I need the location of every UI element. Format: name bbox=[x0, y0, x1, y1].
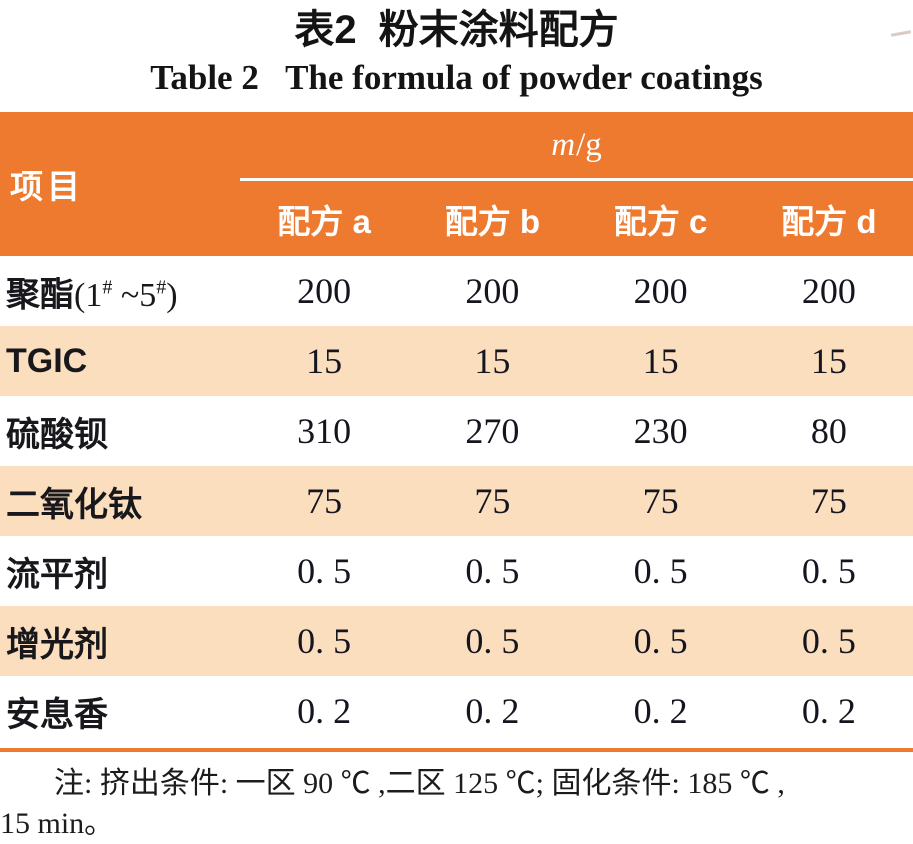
cell-value: 15 bbox=[810, 341, 847, 381]
column-header-c: 配方 c bbox=[613, 202, 708, 240]
row-label-tgic: TGIC bbox=[6, 341, 88, 380]
table-row-barium-sulfate: 硫酸钡 310 270 230 80 bbox=[0, 396, 913, 466]
row-label-brightener: 增光剂 bbox=[6, 625, 108, 664]
table-bottom-rule bbox=[0, 748, 913, 752]
cell-value: 0. 2 bbox=[465, 691, 520, 731]
table-row-leveling-agent: 流平剂 0. 5 0. 5 0. 5 0. 5 bbox=[0, 536, 913, 606]
cell-value: 310 bbox=[297, 411, 352, 451]
cell-value: 230 bbox=[633, 411, 688, 451]
cell-value: 0. 5 bbox=[297, 551, 352, 591]
row-label-paren: (1# ~5#) bbox=[74, 276, 178, 314]
table-title-en-text: The formula of powder coatings bbox=[285, 58, 763, 97]
header-item-cell: 项目 bbox=[10, 168, 84, 205]
row-label-benzoin: 安息香 bbox=[6, 695, 108, 734]
cell-value: 15 bbox=[642, 341, 679, 381]
cell-value: 0. 5 bbox=[465, 621, 520, 661]
cell-value: 0. 2 bbox=[801, 691, 856, 731]
cell-value: 0. 5 bbox=[801, 551, 856, 591]
table-row-brightener: 增光剂 0. 5 0. 5 0. 5 0. 5 bbox=[0, 606, 913, 676]
cell-value: 0. 5 bbox=[633, 551, 688, 591]
header-group-mg: m/g 配方 a 配方 b 配方 c 配方 d bbox=[240, 112, 913, 256]
table-header: 项目 m/g 配方 a 配方 b 配方 c 配方 d bbox=[0, 112, 913, 256]
cell-value: 270 bbox=[465, 411, 520, 451]
cell-value: 75 bbox=[642, 481, 679, 521]
cell-value: 75 bbox=[306, 481, 343, 521]
unit-symbol: m bbox=[551, 126, 576, 163]
header-divider-line bbox=[240, 178, 913, 181]
table-number-en: Table 2 bbox=[150, 58, 259, 97]
cell-value: 0. 5 bbox=[465, 551, 520, 591]
cell-value: 0. 2 bbox=[633, 691, 688, 731]
column-header-b: 配方 b bbox=[444, 202, 541, 240]
cell-value: 15 bbox=[474, 341, 511, 381]
unit-header: m/g bbox=[240, 112, 913, 178]
table-footnote: 注: 挤出条件: 一区 90 ℃ ,二区 125 ℃; 固化条件: 185 ℃ … bbox=[0, 764, 913, 844]
cell-value: 0. 5 bbox=[801, 621, 856, 661]
cell-value: 200 bbox=[297, 271, 352, 311]
row-label-titanium-dioxide: 二氧化钛 bbox=[6, 485, 142, 524]
row-label-zh: 聚酯 bbox=[6, 275, 74, 314]
row-label-barium-sulfate: 硫酸钡 bbox=[6, 415, 108, 454]
cell-value: 75 bbox=[474, 481, 511, 521]
table-title-zh: 表2 粉末涂料配方 bbox=[0, 6, 913, 54]
column-header-a: 配方 a bbox=[277, 202, 371, 240]
row-label-leveling-agent: 流平剂 bbox=[6, 555, 108, 594]
row-label-polyester: 聚酯(1# ~5#) bbox=[0, 267, 240, 316]
cell-value: 15 bbox=[306, 341, 343, 381]
cell-value: 0. 5 bbox=[297, 621, 352, 661]
unit-rest: /g bbox=[576, 126, 602, 163]
footnote-line-2: 15 min。 bbox=[0, 807, 115, 840]
table-title-en: Table 2 The formula of powder coatings bbox=[0, 56, 913, 100]
footnote-line-1: 注: 挤出条件: 一区 90 ℃ ,二区 125 ℃; 固化条件: 185 ℃ … bbox=[54, 767, 785, 800]
cell-value: 80 bbox=[810, 411, 847, 451]
table-row-polyester: 聚酯(1# ~5#) 200 200 200 200 bbox=[0, 256, 913, 326]
table-row-titanium-dioxide: 二氧化钛 75 75 75 75 bbox=[0, 466, 913, 536]
cell-value: 200 bbox=[801, 271, 856, 311]
table-row-benzoin: 安息香 0. 2 0. 2 0. 2 0. 2 bbox=[0, 676, 913, 746]
cell-value: 200 bbox=[465, 271, 520, 311]
table-title-zh-text: 粉末涂料配方 bbox=[378, 8, 619, 52]
table-row-tgic: TGIC 15 15 15 15 bbox=[0, 326, 913, 396]
table-number-zh: 表2 bbox=[294, 8, 357, 52]
cell-value: 0. 2 bbox=[297, 691, 352, 731]
cell-value: 75 bbox=[810, 481, 847, 521]
cell-value: 0. 5 bbox=[633, 621, 688, 661]
cell-value: 200 bbox=[633, 271, 688, 311]
column-header-d: 配方 d bbox=[781, 202, 877, 240]
formula-column-headers: 配方 a 配方 b 配方 c 配方 d bbox=[240, 181, 913, 256]
